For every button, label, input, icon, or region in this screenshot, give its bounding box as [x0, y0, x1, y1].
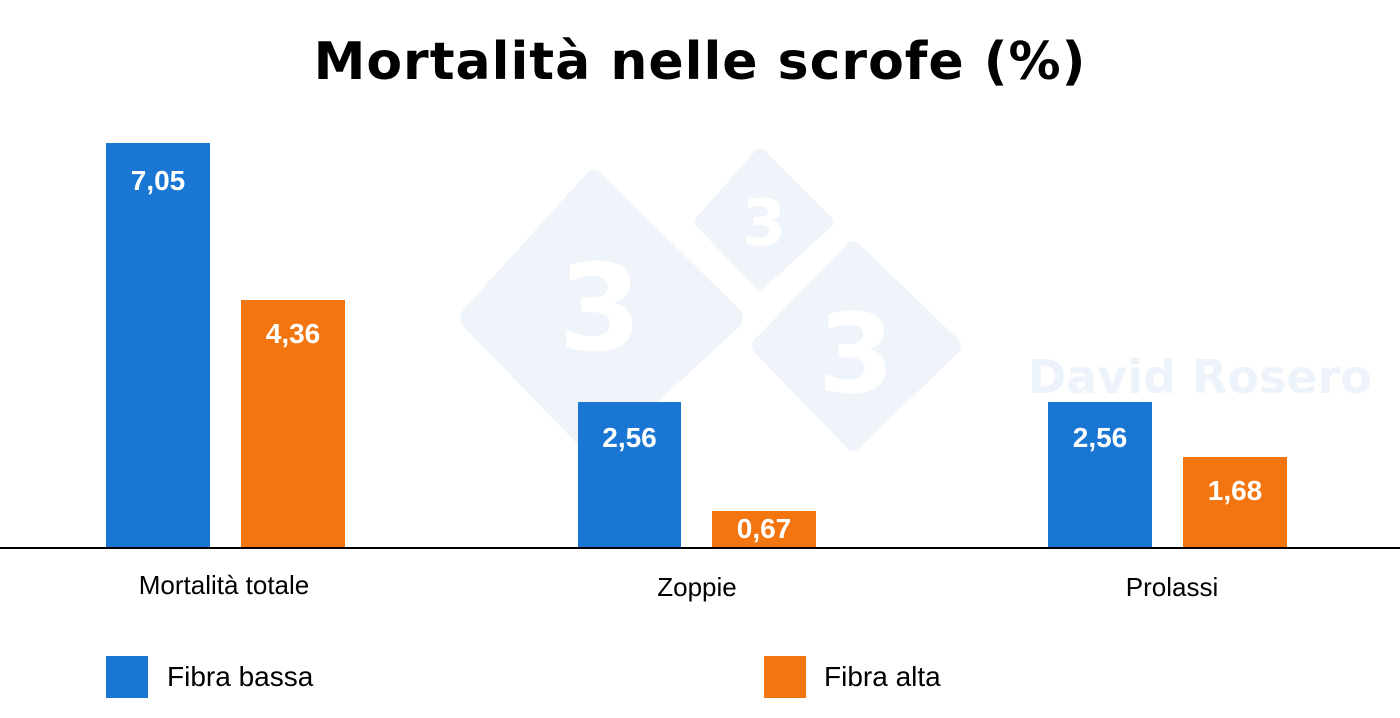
bar-fibra-bassa-zoppie: 2,56: [578, 402, 681, 548]
category-label-zoppie: Zoppie: [657, 572, 737, 602]
bar-value-label: 4,36: [265, 318, 321, 349]
legend-swatch-fibra-bassa: [106, 656, 148, 698]
legend-label-fibra-alta: Fibra alta: [824, 661, 941, 692]
bar-value-label: 1,68: [1207, 475, 1263, 506]
legend-label-fibra-bassa: Fibra bassa: [167, 661, 314, 692]
legend-swatch-fibra-alta: [764, 656, 806, 698]
x-axis-line: [0, 547, 1400, 549]
bar-value-label: 2,56: [602, 422, 657, 453]
watermark-glyph: 3: [558, 240, 642, 379]
svg-text:3: 3: [818, 290, 895, 418]
bar-fibra-bassa-prolassi: 2,56: [1048, 402, 1152, 548]
category-label-mortalita-totale: Mortalità totale: [138, 570, 310, 600]
bar-fibra-alta-prolassi: 1,68: [1183, 457, 1287, 548]
category-label-prolassi: Prolassi: [1125, 572, 1219, 602]
chart-title: Mortalità nelle scrofe (%): [313, 32, 1087, 92]
svg-text:3: 3: [742, 187, 787, 261]
bar-value-label: 2,56: [1072, 422, 1128, 453]
bar-value-label: 7,05: [130, 165, 186, 196]
bar-fibra-bassa-mortalita-totale: 7,05: [106, 143, 210, 548]
watermark-text: David Rosero: [1028, 350, 1372, 404]
bar-fibra-alta-zoppie: 0,67: [712, 511, 816, 548]
bar-fibra-alta-mortalita-totale: 4,36: [241, 300, 345, 548]
bar-value-label: 0,67: [736, 513, 792, 544]
